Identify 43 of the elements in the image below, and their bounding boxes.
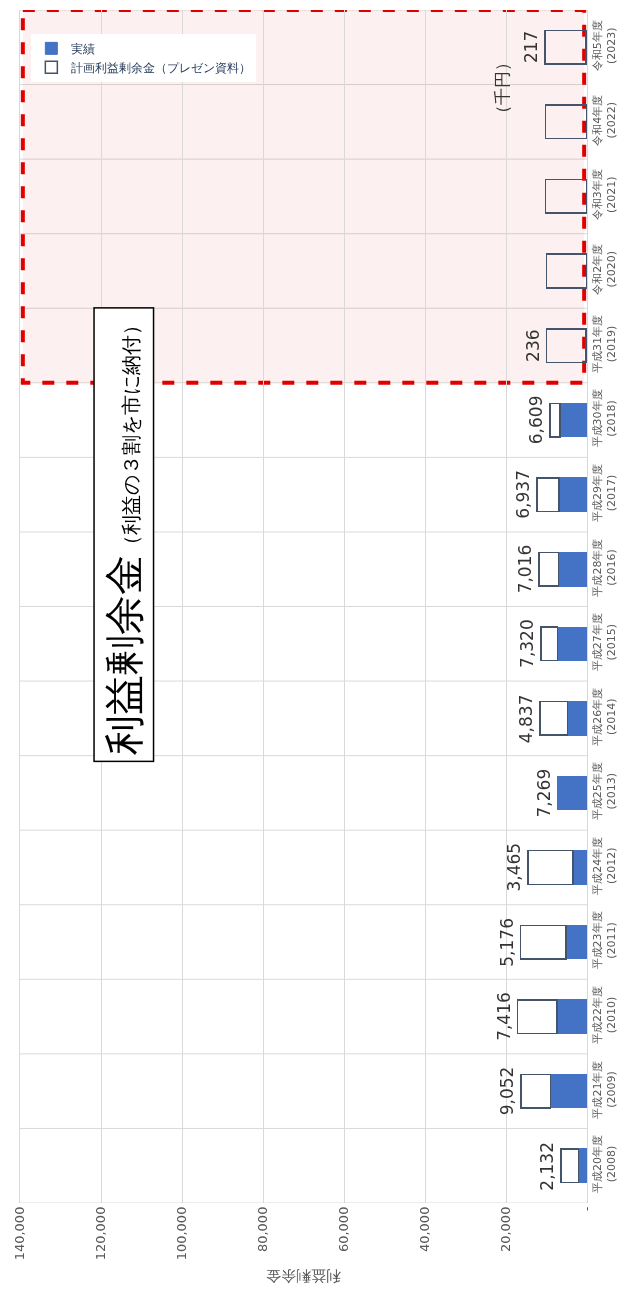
- x-tick-label: -: [579, 1206, 595, 1212]
- legend-label: 計画利益剰余金（プレゼン資料）: [71, 61, 252, 76]
- y-tick-label: 令和4年度 (2022): [591, 94, 619, 146]
- data-label: 4,837: [515, 694, 536, 744]
- legend-label: 実績: [71, 42, 96, 57]
- data-label: 3,465: [503, 842, 524, 892]
- x-tick-label: 140,000: [12, 1206, 28, 1261]
- data-label: 7,269: [533, 768, 554, 818]
- x-tick-label: 100,000: [174, 1206, 190, 1261]
- text: 利益剰余金: [100, 554, 147, 755]
- data-label: 7,416: [493, 992, 514, 1041]
- y-tick-label: 平成27年度 (2015): [591, 613, 619, 672]
- y-tick-label: 令和3年度 (2021): [591, 169, 619, 221]
- data-label: 6,937: [513, 470, 534, 519]
- data-label: 236: [522, 329, 543, 362]
- y-tick-label: 平成22年度 (2010): [591, 985, 619, 1044]
- y-tick-label: 平成20年度 (2008): [591, 1135, 619, 1194]
- y-tick-label: 平成29年度 (2017): [591, 464, 619, 523]
- x-tick-label: 80,000: [255, 1206, 271, 1253]
- data-label: 7,016: [514, 544, 535, 594]
- y-tick-label: 平成30年度 (2018): [591, 389, 619, 448]
- data-label: 6,609: [526, 395, 547, 445]
- data-label: 217: [520, 30, 541, 64]
- x-tick-label: 60,000: [336, 1206, 352, 1253]
- x-tick-label: 20,000: [498, 1206, 514, 1253]
- data-label: 9,052: [497, 1066, 518, 1116]
- y-tick-label: 平成28年度 (2016): [591, 538, 619, 597]
- y-tick-label: 平成24年度 (2012): [591, 836, 619, 895]
- y-tick-label: 平成23年度 (2011): [591, 911, 619, 970]
- y-tick-label: 平成21年度 (2009): [591, 1060, 619, 1119]
- data-label: 5,176: [496, 918, 517, 967]
- y-tick-label: 平成26年度 (2014): [591, 687, 619, 746]
- data-label: 7,320: [517, 619, 538, 668]
- y-tick-label: 令和5年度 (2023): [591, 20, 619, 72]
- y-tick-label: 平成31年度 (2019): [591, 314, 619, 373]
- text: （利益の３割を市に納付）: [118, 314, 143, 555]
- y-tick-label: 平成25年度 (2013): [591, 762, 619, 821]
- x-tick-label: 40,000: [417, 1206, 433, 1253]
- y-tick-label: 令和2年度 (2020): [591, 243, 619, 295]
- x-axis-title: 利益剰余金: [266, 1267, 341, 1286]
- annotation: （千円）: [491, 54, 512, 123]
- x-tick-label: 120,000: [93, 1206, 109, 1261]
- data-label: 2,132: [537, 1142, 558, 1191]
